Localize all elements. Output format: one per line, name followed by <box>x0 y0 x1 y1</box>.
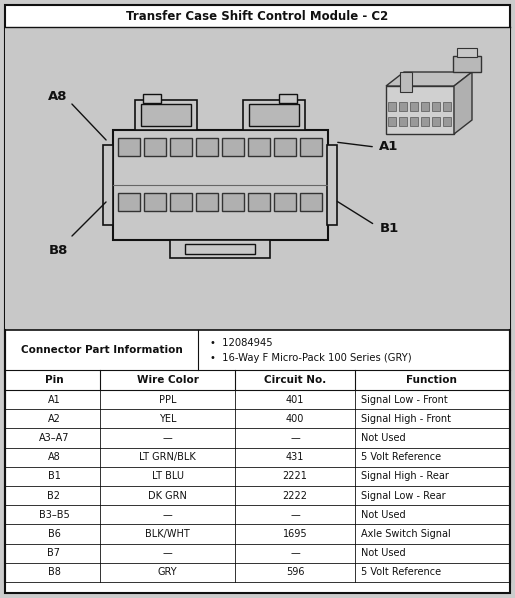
Bar <box>421 117 429 126</box>
Text: B7: B7 <box>47 548 60 558</box>
Text: Not Used: Not Used <box>361 433 406 443</box>
Bar <box>170 240 270 258</box>
Bar <box>118 138 140 156</box>
Text: —: — <box>290 510 300 520</box>
Text: LT GRN/BLK: LT GRN/BLK <box>139 452 196 462</box>
Bar <box>410 117 418 126</box>
Bar <box>432 117 440 126</box>
Text: GRY: GRY <box>158 568 177 578</box>
Bar <box>399 117 407 126</box>
Text: Not Used: Not Used <box>361 510 406 520</box>
Text: B1: B1 <box>47 471 60 481</box>
Bar <box>170 193 192 211</box>
Bar <box>432 102 440 111</box>
Text: —: — <box>290 548 300 558</box>
Bar <box>135 100 197 130</box>
Polygon shape <box>454 72 472 134</box>
Bar <box>141 104 191 126</box>
Text: BLK/WHT: BLK/WHT <box>145 529 190 539</box>
Text: PPL: PPL <box>159 395 176 405</box>
Bar <box>249 104 299 126</box>
Bar <box>400 72 412 92</box>
Bar <box>274 193 296 211</box>
Text: LT BLU: LT BLU <box>151 471 183 481</box>
Text: Pin: Pin <box>45 375 63 385</box>
Text: 2221: 2221 <box>283 471 307 481</box>
Bar <box>388 102 396 111</box>
Text: Signal Low - Front: Signal Low - Front <box>361 395 448 405</box>
Text: Wire Color: Wire Color <box>136 375 198 385</box>
Bar <box>144 138 166 156</box>
Text: Transfer Case Shift Control Module - C2: Transfer Case Shift Control Module - C2 <box>126 10 388 23</box>
Text: A8: A8 <box>48 90 68 103</box>
Text: YEL: YEL <box>159 414 176 424</box>
Text: A1: A1 <box>380 141 399 154</box>
Bar <box>5 27 510 330</box>
Bar <box>421 102 429 111</box>
Text: B2: B2 <box>47 490 60 501</box>
Bar <box>443 117 451 126</box>
Bar <box>243 100 305 130</box>
Text: B3–B5: B3–B5 <box>39 510 70 520</box>
Bar <box>185 244 255 254</box>
Bar <box>118 193 140 211</box>
Bar <box>279 94 297 103</box>
Bar <box>443 102 451 111</box>
Text: 596: 596 <box>286 568 304 578</box>
Text: Connector Part Information: Connector Part Information <box>21 345 182 355</box>
Text: Circuit No.: Circuit No. <box>264 375 326 385</box>
Text: •  16-Way F Micro-Pack 100 Series (GRY): • 16-Way F Micro-Pack 100 Series (GRY) <box>210 353 411 363</box>
Bar <box>113 130 328 240</box>
Bar <box>144 193 166 211</box>
Text: A3–A7: A3–A7 <box>39 433 69 443</box>
Text: 431: 431 <box>286 452 304 462</box>
Bar <box>300 193 322 211</box>
Text: —: — <box>163 433 173 443</box>
Text: Signal High - Front: Signal High - Front <box>361 414 451 424</box>
Text: —: — <box>290 433 300 443</box>
Bar <box>457 48 477 57</box>
Text: DK GRN: DK GRN <box>148 490 187 501</box>
Text: A8: A8 <box>47 452 60 462</box>
Text: B6: B6 <box>47 529 60 539</box>
Text: A2: A2 <box>47 414 60 424</box>
Bar <box>170 138 192 156</box>
Text: 5 Volt Reference: 5 Volt Reference <box>361 568 441 578</box>
Text: 401: 401 <box>286 395 304 405</box>
Text: B8: B8 <box>48 243 67 257</box>
Bar <box>103 145 113 225</box>
Bar <box>196 193 218 211</box>
Bar <box>388 117 396 126</box>
Text: •  12084945: • 12084945 <box>210 338 272 348</box>
Text: 400: 400 <box>286 414 304 424</box>
Text: B1: B1 <box>380 221 399 234</box>
Bar <box>196 138 218 156</box>
Text: Axle Switch Signal: Axle Switch Signal <box>361 529 451 539</box>
Text: Not Used: Not Used <box>361 548 406 558</box>
Text: —: — <box>163 548 173 558</box>
Text: 1695: 1695 <box>283 529 307 539</box>
Text: Function: Function <box>406 375 456 385</box>
Bar <box>222 193 244 211</box>
Bar <box>274 138 296 156</box>
Bar <box>386 86 454 134</box>
Text: 5 Volt Reference: 5 Volt Reference <box>361 452 441 462</box>
Bar <box>248 138 270 156</box>
Text: Signal High - Rear: Signal High - Rear <box>361 471 449 481</box>
Text: —: — <box>163 510 173 520</box>
Bar <box>248 193 270 211</box>
Bar <box>453 56 481 72</box>
Text: Signal Low - Rear: Signal Low - Rear <box>361 490 445 501</box>
Bar <box>222 138 244 156</box>
Bar <box>327 145 337 225</box>
Bar <box>399 102 407 111</box>
Text: 2222: 2222 <box>283 490 307 501</box>
Bar <box>143 94 161 103</box>
Bar <box>410 102 418 111</box>
Text: B8: B8 <box>47 568 60 578</box>
Bar <box>300 138 322 156</box>
Polygon shape <box>386 72 472 86</box>
Text: A1: A1 <box>47 395 60 405</box>
